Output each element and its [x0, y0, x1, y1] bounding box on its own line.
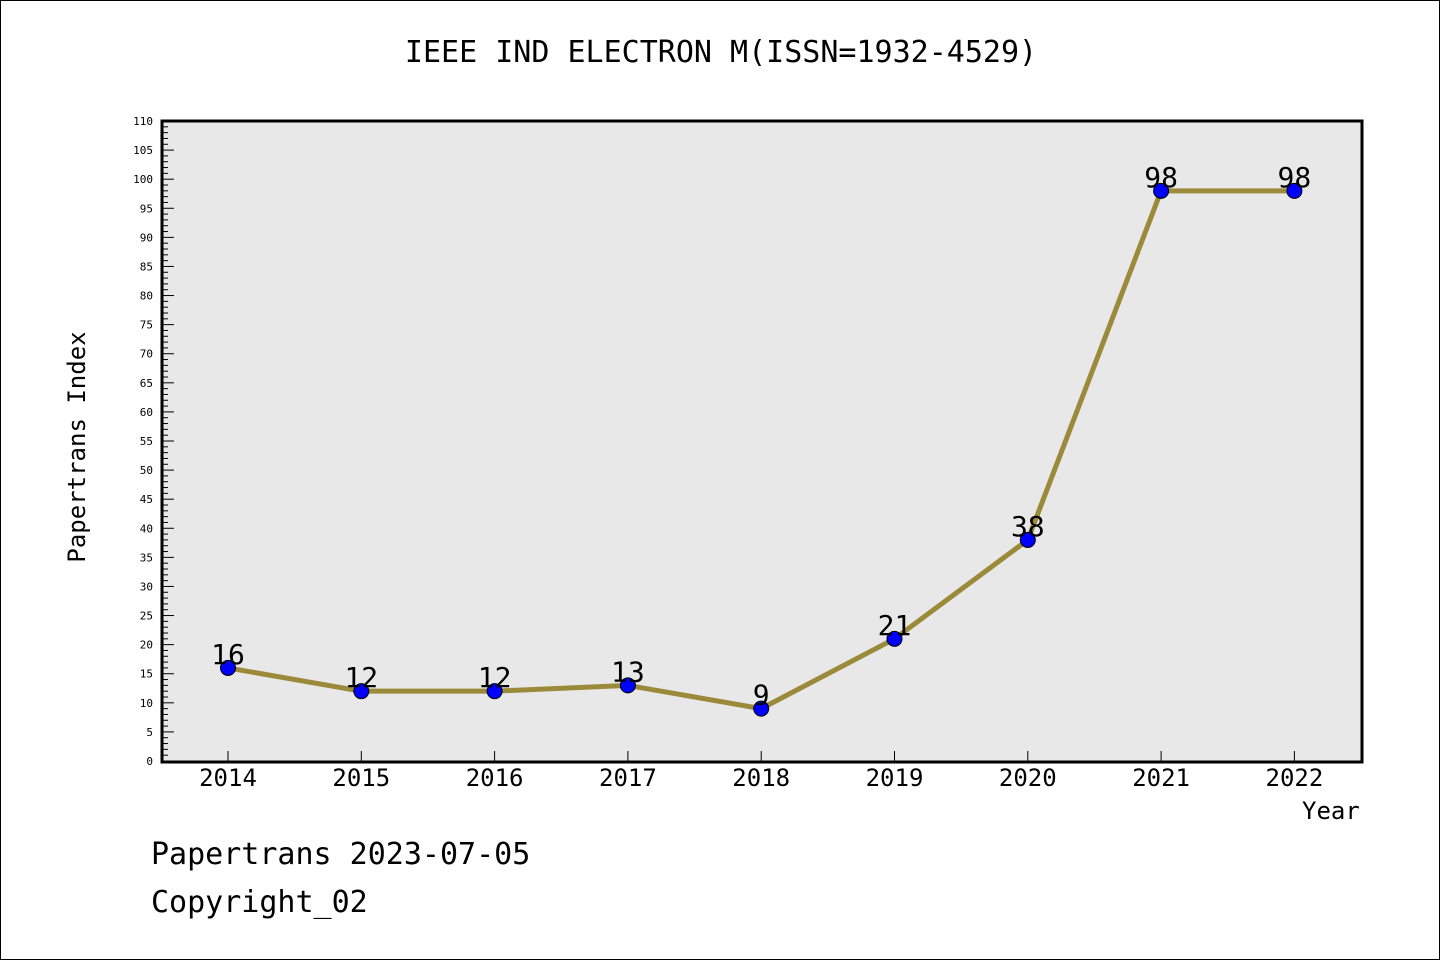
data-label: 21 [878, 609, 912, 642]
y-tick-label: 55 [140, 435, 153, 448]
data-point [220, 659, 236, 676]
data-point [486, 683, 503, 700]
data-point [1019, 531, 1036, 548]
data-label: 13 [611, 655, 645, 688]
data-point [619, 677, 636, 694]
x-tick-label: 2022 [1266, 764, 1324, 792]
data-label: 9 [753, 679, 770, 712]
x-tick-label: 2020 [999, 764, 1057, 792]
footer-copyright: Copyright_02 [151, 885, 368, 920]
y-axis: 0 5 10 15 20 25 30 35 40 45 50 55 60 65 70 75 80 85 90 95 10… [133, 115, 174, 768]
x-tick-label: 2021 [1132, 764, 1190, 792]
x-tick-label: 2016 [466, 764, 524, 792]
data-label: 98 [1144, 161, 1178, 194]
y-tick-label: 20 [140, 639, 153, 652]
data-point [1286, 182, 1303, 199]
y-tick-label: 85 [140, 260, 153, 273]
x-tick-label: 2017 [599, 764, 657, 792]
x-axis: 2014 2015 2016 2017 2018 2019 2020 2021 2022 [199, 751, 1323, 792]
chart-title: IEEE IND ELECTRON M(ISSN=1932-4529) [404, 35, 1038, 70]
y-tick-label: 105 [133, 144, 153, 157]
y-tick-label: 100 [133, 173, 153, 186]
y-tick-label: 65 [140, 377, 153, 390]
x-tick-label: 2014 [199, 764, 257, 792]
data-point [353, 683, 370, 700]
y-tick-label: 45 [140, 493, 153, 506]
y-tick-label: 75 [140, 319, 153, 332]
y-tick-label: 10 [140, 697, 153, 710]
x-tick-label: 2018 [732, 764, 790, 792]
y-tick-label: 15 [140, 668, 153, 681]
y-tick-label: 0 [146, 755, 153, 768]
y-tick-label: 50 [140, 464, 153, 477]
x-tick-label: 2019 [866, 764, 924, 792]
data-series: 16 12 12 13 9 21 38 98 98 [211, 161, 1312, 717]
y-tick-label: 70 [140, 348, 153, 361]
y-tick-label: 5 [146, 726, 153, 739]
y-tick-label: 25 [140, 610, 153, 623]
data-label: 98 [1278, 161, 1312, 194]
y-tick-label: 80 [140, 290, 153, 303]
data-point [753, 700, 770, 717]
footer-date: Papertrans 2023-07-05 [151, 837, 531, 872]
y-tick-label: 35 [140, 551, 153, 564]
data-point [1153, 182, 1170, 199]
y-tick-label: 110 [133, 115, 153, 128]
data-label: 16 [211, 638, 245, 671]
y-tick-label: 95 [140, 202, 153, 215]
x-axis-label: Year [1302, 797, 1360, 825]
y-tick-label: 90 [140, 231, 153, 244]
data-point [886, 630, 903, 647]
x-tick-label: 2015 [332, 764, 390, 792]
data-label: 12 [344, 661, 378, 694]
plot-area [160, 119, 1364, 764]
y-tick-label: 40 [140, 522, 153, 535]
data-label: 38 [1011, 510, 1045, 543]
data-label: 12 [478, 661, 512, 694]
y-tick-label: 60 [140, 406, 153, 419]
y-tick-label: 30 [140, 580, 153, 593]
